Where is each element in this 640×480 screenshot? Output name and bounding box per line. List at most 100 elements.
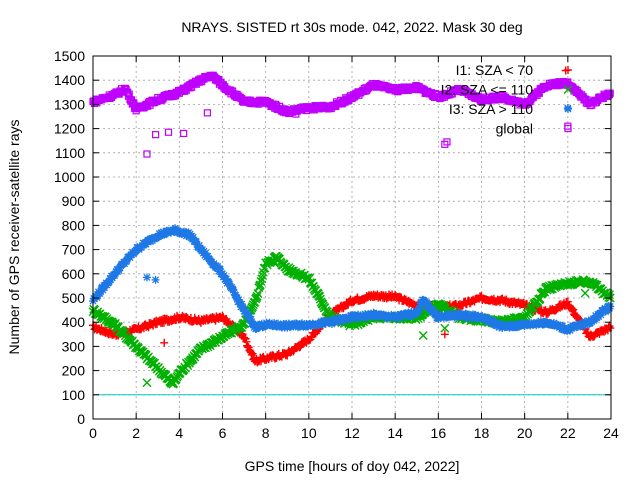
data-point — [160, 338, 169, 347]
data-point — [124, 88, 132, 96]
y-tick-label: 1400 — [54, 72, 85, 88]
data-point — [142, 240, 151, 249]
y-tick-label: 0 — [77, 411, 85, 427]
y-axis-label: Number of GPS receiver-satellite rays — [6, 120, 22, 355]
data-point — [568, 306, 577, 315]
x-tick-label: 16 — [431, 425, 447, 441]
data-point — [418, 331, 428, 341]
data-point — [315, 291, 325, 301]
tick-layer: 0 2 4 6 8 10 12 14 16 18 20 22 240100200300400500600… — [54, 48, 619, 441]
data-point — [248, 300, 258, 310]
data-point — [564, 124, 572, 133]
x-tick-label: 18 — [474, 425, 490, 441]
data-point — [440, 330, 449, 339]
data-point — [193, 240, 202, 249]
data-point — [120, 328, 130, 338]
data-point — [151, 131, 160, 139]
data-point — [596, 310, 605, 319]
data-point — [488, 316, 497, 325]
data-point — [296, 342, 305, 351]
data-point — [564, 105, 572, 113]
data-point — [604, 290, 614, 300]
y-tick-label: 100 — [62, 387, 86, 403]
data-point — [110, 271, 119, 280]
data-point — [195, 241, 204, 250]
data-point — [216, 265, 225, 274]
data-point — [247, 315, 256, 324]
x-tick-label: 6 — [219, 425, 227, 441]
series-plus — [89, 66, 615, 367]
data-point — [567, 278, 577, 288]
data-point — [151, 275, 160, 284]
data-point — [307, 333, 316, 342]
data-point — [142, 273, 151, 282]
data-point — [237, 300, 246, 309]
data-layer — [88, 66, 615, 389]
x-tick-label: 10 — [301, 425, 317, 441]
y-tick-label: 400 — [62, 314, 86, 330]
data-point — [240, 333, 249, 342]
y-tick-label: 500 — [62, 290, 86, 306]
data-point — [432, 308, 441, 317]
y-tick-label: 1300 — [54, 96, 85, 112]
x-tick-label: 22 — [560, 425, 576, 441]
data-point — [606, 89, 614, 97]
x-tick-label: 4 — [175, 425, 183, 441]
data-point — [132, 246, 141, 255]
data-point — [313, 289, 323, 299]
data-point — [229, 286, 238, 295]
data-point — [248, 349, 257, 358]
y-tick-label: 600 — [62, 266, 86, 282]
data-point — [241, 306, 250, 315]
data-point — [520, 321, 529, 330]
data-point — [415, 305, 424, 314]
data-point — [115, 266, 124, 275]
y-tick-label: 1500 — [54, 48, 85, 64]
data-point — [243, 341, 252, 350]
data-point — [569, 305, 578, 314]
data-point — [606, 302, 615, 311]
chart-title: NRAYS. SISTED rt 30s mode. 042, 2022. Ma… — [181, 19, 522, 35]
legend-label: I3: SZA > 110 — [449, 101, 533, 117]
data-point — [440, 323, 450, 333]
data-point — [581, 321, 590, 330]
data-point — [143, 150, 151, 158]
y-tick-label: 900 — [62, 193, 86, 209]
data-point — [318, 320, 327, 329]
data-point — [252, 291, 262, 301]
data-point — [443, 138, 451, 146]
legend-label: I2: SZA <= 110 — [441, 82, 534, 98]
data-point — [606, 324, 615, 333]
y-tick-label: 1100 — [55, 145, 85, 161]
y-tick-label: 700 — [62, 242, 86, 258]
x-tick-label: 14 — [387, 425, 403, 441]
data-point — [423, 299, 432, 308]
data-point — [381, 311, 390, 320]
x-tick-label: 2 — [132, 425, 140, 441]
data-point — [257, 274, 267, 284]
data-point — [580, 288, 590, 298]
legend: I1: SZA < 70 I2: SZA <= 110 I3: SZA > 110 g… — [441, 62, 573, 137]
data-point — [203, 109, 211, 117]
series-square — [89, 71, 614, 158]
data-point — [234, 295, 243, 304]
y-tick-label: 800 — [62, 217, 86, 233]
y-tick-label: 1200 — [54, 121, 85, 137]
x-tick-label: 0 — [89, 425, 97, 441]
data-point — [605, 322, 614, 331]
data-point — [164, 128, 173, 136]
data-point — [578, 322, 587, 331]
data-point — [242, 337, 251, 346]
data-point — [395, 292, 404, 301]
data-point — [95, 289, 104, 298]
data-point — [192, 237, 201, 246]
x-tick-label: 24 — [603, 425, 619, 441]
data-point — [180, 129, 188, 138]
data-point — [605, 90, 614, 99]
data-point — [258, 271, 268, 281]
x-tick-label: 12 — [344, 425, 360, 441]
x-tick-label: 8 — [262, 425, 270, 441]
series-star — [89, 104, 615, 336]
data-point — [203, 252, 212, 261]
